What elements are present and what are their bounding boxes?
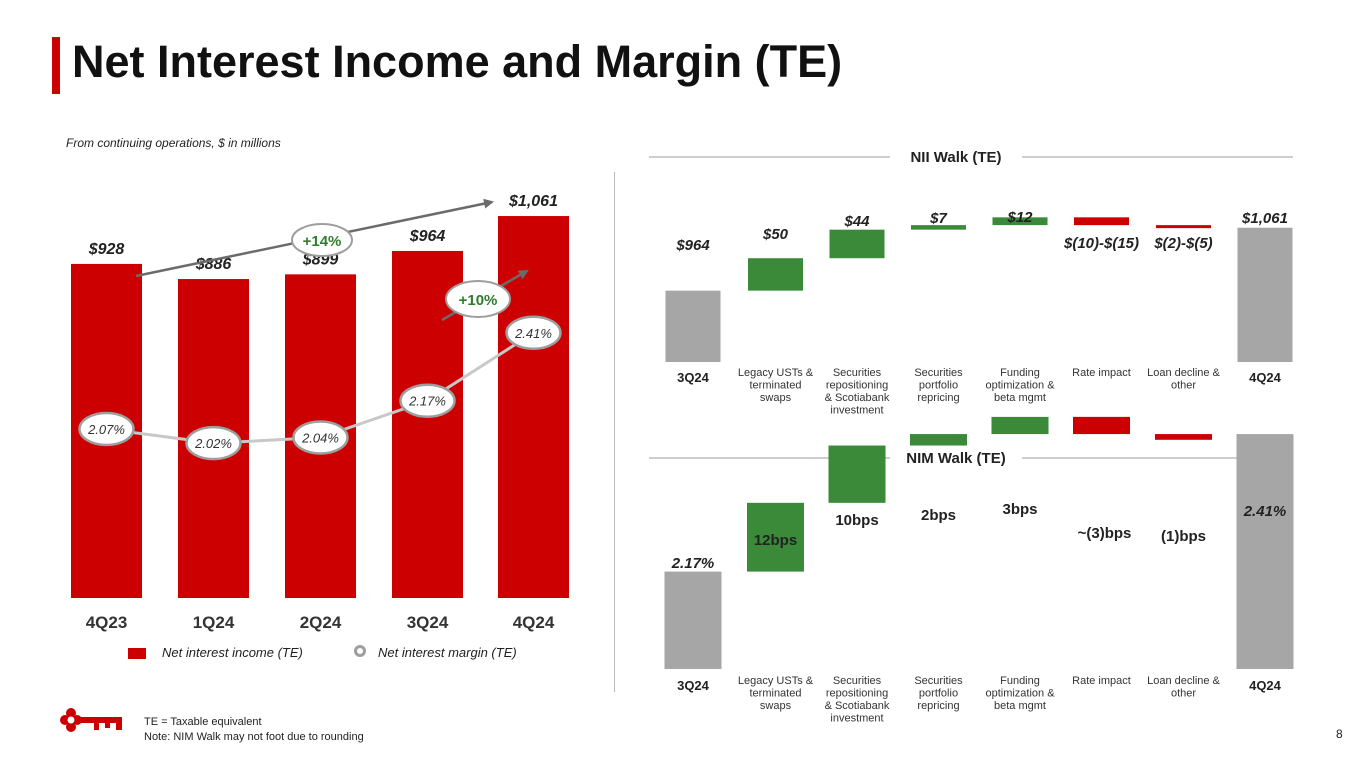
nim-point-3q24 [399, 383, 456, 418]
nim-walk-value-label-8: 2.41% [1243, 503, 1287, 520]
nim-walk-bar-7 [1155, 434, 1212, 440]
nii-walk-value-label-3: $44 [843, 213, 870, 230]
nim-walk-bar-8 [1236, 434, 1294, 669]
nii-growth-bubble [291, 223, 353, 257]
nii-bar-4q24 [498, 216, 569, 599]
legend-nii-label: Net interest income (TE) [162, 645, 303, 660]
nii-walk-bar-2 [748, 258, 803, 291]
nii-walk-bar-5 [992, 217, 1048, 226]
nim-walk-value-label-4: 2bps [921, 507, 956, 524]
nim-walk-category-securities-portfolio-repricing: Securities portfolio repricing [914, 675, 963, 712]
nii-walk-value-label-7: $(2)-$(5) [1153, 235, 1212, 252]
nii-walk-category-4q24: 4Q24 [1249, 370, 1282, 385]
nim-growth-label: +10% [459, 292, 498, 309]
nim-point-2q24 [292, 420, 349, 455]
nii-walk-bar-3 [829, 229, 885, 259]
nim-walk-bar-3 [828, 445, 886, 503]
nii-walk-category-legacy-usts-terminated-swaps: Legacy USTs & terminated swaps [738, 367, 814, 404]
x-tick-label-4q24: 4Q24 [513, 613, 555, 632]
legend-nim-label: Net interest margin (TE) [378, 645, 517, 660]
nii-walk-value-label-1: $964 [675, 237, 710, 254]
nii-walk-bar-7 [1156, 225, 1211, 229]
nim-walk-category-funding-optimization-beta-mgmt: Funding optimization & beta mgmt [985, 675, 1055, 712]
nim-walk-value-label-2: 12bps [754, 532, 797, 549]
nii-growth-label: +14% [303, 233, 342, 250]
legend-nim-swatch [354, 645, 366, 657]
nim-walk-value-label-7: (1)bps [1161, 528, 1206, 545]
nim-walk-bar-1 [664, 571, 722, 669]
page-subtitle: From continuing operations, $ in million… [66, 136, 281, 150]
legend-nii-swatch [128, 648, 146, 659]
nim-walk-bar-5 [991, 416, 1049, 435]
nii-walk-category-loan-decline-other: Loan decline & other [1147, 367, 1220, 392]
nii-walk-bar-1 [665, 290, 721, 362]
nii-walk-bar-4 [911, 225, 966, 230]
nii-walk-category-funding-optimization-beta-mgmt: Funding optimization & beta mgmt [985, 367, 1055, 404]
nim-walk-category-legacy-usts-terminated-swaps: Legacy USTs & terminated swaps [738, 675, 814, 712]
nii-value-label-3q24: $964 [409, 228, 446, 245]
nim-walk-value-label-1: 2.17% [671, 555, 715, 572]
nii-walk-value-label-8: $1,061 [1241, 210, 1288, 227]
nim-walk-category-4q24: 4Q24 [1249, 678, 1282, 693]
nii-walk-bar-8 [1237, 227, 1293, 362]
nim-walk-category-loan-decline-other: Loan decline & other [1147, 675, 1220, 700]
nim-point-label-4q24: 2.41% [514, 326, 552, 341]
page-number: 8 [1336, 727, 1343, 741]
nii-walk-category-rate-impact: Rate impact [1072, 367, 1131, 379]
panel-divider [614, 172, 615, 692]
nim-walk-bar-2 [747, 502, 804, 572]
nim-point-4q23 [78, 411, 135, 447]
nim-point-label-1q24: 2.02% [194, 436, 232, 451]
page-title: Net Interest Income and Margin (TE) [72, 36, 843, 87]
nim-point-label-3q24: 2.17% [408, 394, 446, 409]
nim-walk-value-label-3: 10bps [835, 512, 878, 529]
x-tick-label-1q24: 1Q24 [193, 613, 235, 632]
x-tick-label-3q24: 3Q24 [407, 613, 449, 632]
nim-walk-category-rate-impact: Rate impact [1072, 675, 1131, 687]
nim-point-label-2q24: 2.04% [301, 430, 339, 445]
nii-walk-value-label-4: $7 [929, 210, 947, 227]
nii-walk-category-3q24: 3Q24 [677, 370, 710, 385]
nii-value-label-4q23: $928 [88, 241, 125, 258]
nii-walk-value-label-2: $50 [762, 226, 789, 243]
nim-point-4q24 [505, 315, 562, 351]
nim-point-1q24 [185, 425, 242, 461]
nim-walk-value-label-5: 3bps [1002, 501, 1037, 518]
nim-walk-bar-6 [1073, 416, 1130, 435]
nim-walk-bar-4 [910, 434, 967, 446]
nim-growth-bubble [445, 280, 511, 318]
nim-walk-category-securities-repositioning-scotiabank-investment: Securities repositioning & Scotiabank inves… [825, 675, 890, 725]
nii-walk-category-securities-portfolio-repricing: Securities portfolio repricing [914, 367, 963, 404]
nii-value-label-4q24: $1,061 [508, 193, 558, 210]
footnote-nim-rounding: Note: NIM Walk may not foot due to round… [144, 731, 364, 743]
footnote-te: TE = Taxable equivalent [144, 716, 262, 728]
nim-walk-value-label-6: ~(3)bps [1078, 525, 1132, 542]
nii-value-label-1q24: $886 [195, 256, 232, 273]
nii-walk-value-label-6: $(10)-$(15) [1063, 235, 1139, 252]
nim-walk-category-3q24: 3Q24 [677, 678, 710, 693]
title-accent-bar [52, 37, 60, 94]
nim-walk-title: NIM Walk (TE) [906, 450, 1005, 467]
key-logo-icon [60, 707, 124, 738]
nii-walk-value-label-5: $12 [1006, 209, 1033, 226]
x-tick-label-4q23: 4Q23 [86, 613, 128, 632]
nii-walk-bar-6 [1074, 217, 1129, 226]
nim-point-label-4q23: 2.07% [87, 422, 125, 437]
x-tick-label-2q24: 2Q24 [300, 613, 342, 632]
nii-walk-title: NII Walk (TE) [910, 149, 1001, 166]
nii-walk-category-securities-repositioning-scotiabank-investment: Securities repositioning & Scotiabank inves… [825, 367, 890, 417]
